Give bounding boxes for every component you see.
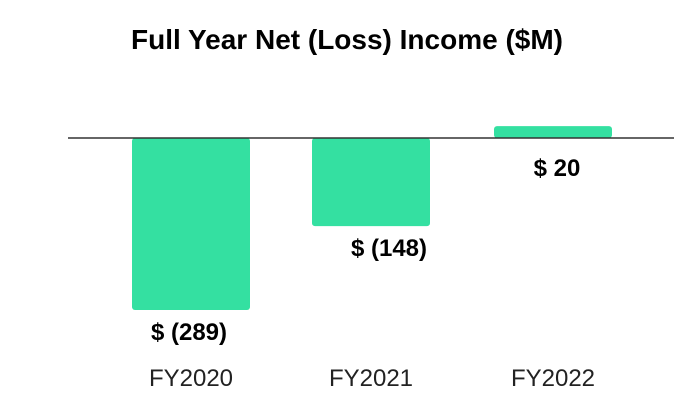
chart-title: Full Year Net (Loss) Income ($M) — [130, 24, 564, 55]
x-tick-label-fy2021: FY2021 — [329, 365, 413, 392]
data-label-fy2021: $ (148) — [351, 235, 427, 262]
data-label-fy2020: $ (289) — [151, 319, 227, 346]
x-tick-labels-layer: FY2020 FY2021 FY2022 — [149, 365, 595, 392]
data-label-fy2022: $ 20 — [534, 155, 581, 182]
bar-fy2021 — [312, 138, 430, 227]
bar-fy2020 — [132, 138, 250, 310]
bars-layer — [132, 126, 612, 310]
bar-fy2022 — [494, 126, 612, 138]
data-labels-layer: $ (289) $ (148) $ 20 — [151, 155, 580, 346]
x-tick-label-fy2020: FY2020 — [149, 365, 233, 392]
x-tick-label-fy2022: FY2022 — [511, 365, 595, 392]
